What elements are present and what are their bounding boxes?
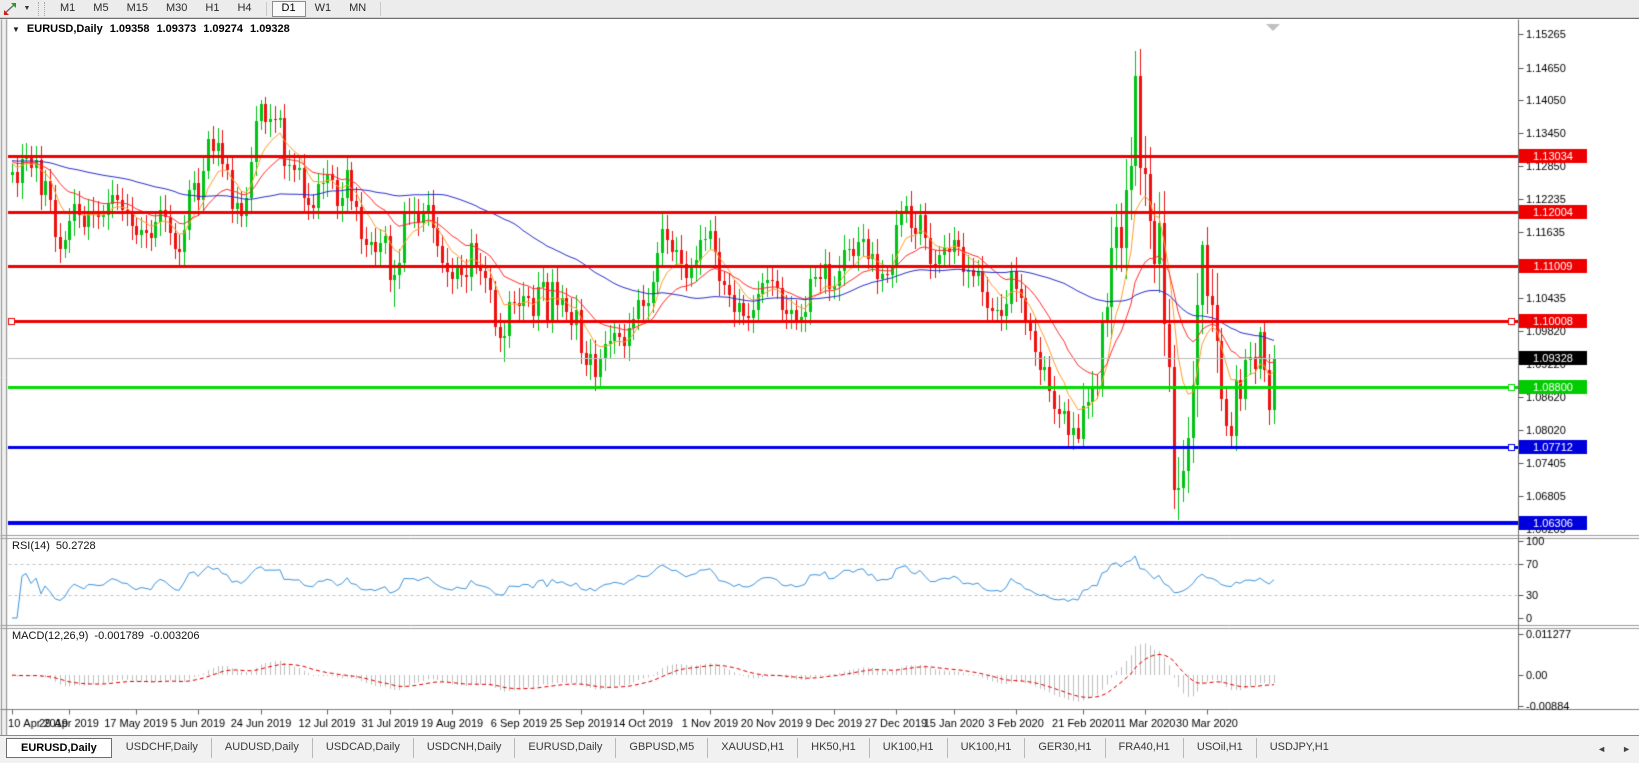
- chart-tab-XAUUSD-H1[interactable]: XAUUSD,H1: [707, 738, 797, 758]
- tabs-scroll-left-icon[interactable]: ◄: [1597, 744, 1607, 754]
- chart-tab-USDCNH-Daily[interactable]: USDCNH,Daily: [412, 738, 515, 758]
- ohlc-high: 1.09373: [156, 23, 197, 35]
- timeframe-buttons: M1 M5 M15 M30 H1 H4 D1 W1 MN: [51, 0, 386, 17]
- chart-tab-HK50-H1[interactable]: HK50,H1: [797, 738, 869, 758]
- chart-tab-EURUSD-Daily[interactable]: EURUSD,Daily: [6, 738, 112, 758]
- chart-tab-GER30-H1[interactable]: GER30,H1: [1024, 738, 1104, 758]
- macd-indicator-label: MACD(12,26,9) -0.001789 -0.003206: [12, 630, 200, 642]
- chart-tab-USDJPY-H1[interactable]: USDJPY,H1: [1255, 738, 1342, 758]
- chart-title: ▼ EURUSD,Daily 1.09358 1.09373 1.09274 1…: [12, 23, 290, 35]
- price-chart-canvas[interactable]: [0, 19, 1639, 736]
- macd-main: -0.001789: [94, 630, 144, 642]
- chart-tab-USDCHF-Daily[interactable]: USDCHF,Daily: [125, 741, 198, 753]
- chart-tab-FRA40-H1[interactable]: FRA40,H1: [1104, 738, 1183, 758]
- collapse-caret-icon[interactable]: ▼: [12, 24, 20, 34]
- macd-name: MACD(12,26,9): [12, 630, 89, 642]
- timeframe-button-H4[interactable]: H4: [237, 1, 252, 14]
- symbols-chart-icon[interactable]: [0, 1, 20, 17]
- timeframe-button-W1[interactable]: W1: [314, 1, 332, 14]
- tabs-scroll-right-icon[interactable]: ►: [1622, 744, 1631, 754]
- timeframe-button-M30[interactable]: M30: [165, 1, 188, 14]
- chart-tab-bar: EURUSD,Daily USDCHF,Daily AUDUSD,Daily USDC…: [0, 735, 1639, 763]
- chart-tab-USDCAD-Daily[interactable]: USDCAD,Daily: [311, 738, 413, 758]
- tab-scroll-arrows: ◄ ►: [1597, 744, 1631, 754]
- chart-tab-UK100-H1[interactable]: UK100,H1: [868, 738, 947, 758]
- chart-symbol: EURUSD,Daily: [26, 23, 103, 35]
- chart-tab-USOil-H1[interactable]: USOil,H1: [1182, 738, 1256, 758]
- timeframe-button-M5[interactable]: M5: [93, 1, 109, 14]
- timeframe-toolbar: ▼ M1 M5 M15 M30 H1 H4 D1 W1 MN: [0, 0, 1639, 18]
- macd-signal: -0.003206: [149, 630, 200, 642]
- chart-window: ▼ EURUSD,Daily 1.09358 1.09373 1.09274 1…: [0, 18, 1639, 736]
- toolbar-grip: [38, 1, 45, 16]
- timeframe-button-MN[interactable]: MN: [349, 1, 367, 14]
- chart-tab-AUDUSD-Daily[interactable]: AUDUSD,Daily: [210, 738, 312, 758]
- rsi-value: 50.2728: [55, 540, 96, 552]
- toolbar-separator: [380, 1, 382, 16]
- ohlc-low: 1.09274: [203, 23, 244, 35]
- timeframe-button-D1[interactable]: D1: [271, 0, 306, 17]
- chart-tabs: EURUSD,Daily USDCHF,Daily AUDUSD,Daily USDC…: [6, 736, 1342, 758]
- timeframe-button-M1[interactable]: M1: [60, 1, 76, 14]
- rsi-name: RSI(14): [12, 540, 50, 552]
- ohlc-open: 1.09358: [109, 23, 150, 35]
- chart-tab-EURUSD-Daily[interactable]: EURUSD,Daily: [514, 738, 615, 758]
- ohlc-close: 1.09328: [250, 23, 290, 35]
- chart-tab-GBPUSD-M5[interactable]: GBPUSD,M5: [615, 738, 707, 758]
- chart-dropdown-caret-icon[interactable]: ▼: [23, 5, 31, 12]
- toolbar-separator: [265, 1, 267, 16]
- rsi-indicator-label: RSI(14) 50.2728: [12, 540, 96, 552]
- timeframe-button-M15[interactable]: M15: [126, 1, 148, 14]
- timeframe-button-H1[interactable]: H1: [205, 1, 220, 14]
- chart-tab-UK100-H1[interactable]: UK100,H1: [946, 738, 1025, 758]
